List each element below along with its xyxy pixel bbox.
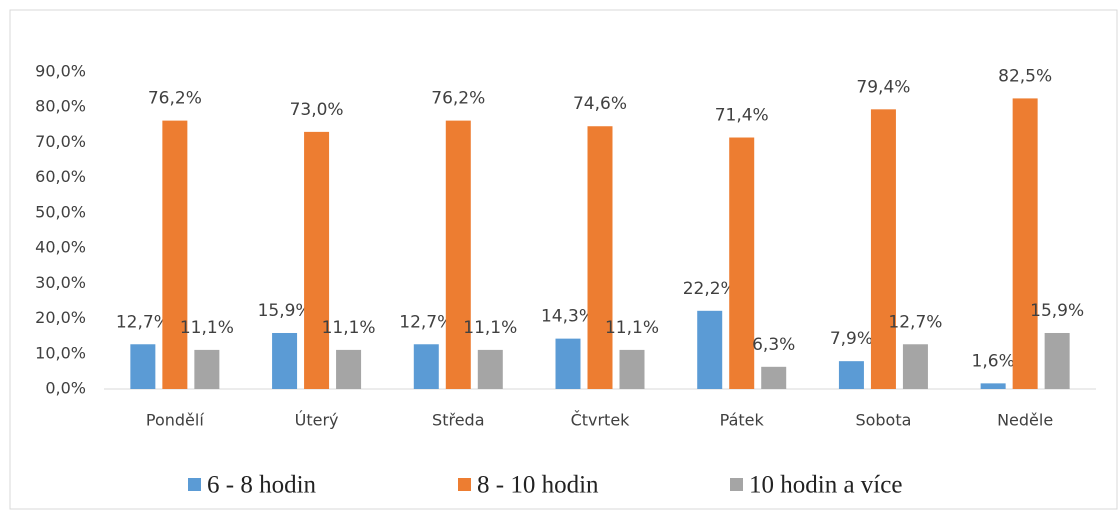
bar — [587, 126, 613, 390]
legend-label: 6 - 8 hodin — [207, 472, 317, 499]
data-label: 6,3% — [752, 335, 795, 355]
bar — [761, 366, 787, 389]
data-label: 82,5% — [998, 66, 1052, 86]
y-tick-label: 0,0% — [45, 379, 86, 398]
bar — [272, 332, 298, 389]
data-label: 76,2% — [148, 89, 202, 109]
data-label: 73,0% — [290, 100, 344, 120]
bar — [902, 344, 928, 389]
data-label: 15,9% — [1030, 301, 1084, 321]
x-tick-label: Sobota — [855, 411, 911, 430]
legend-swatch — [188, 478, 201, 491]
x-tick-label: Pátek — [720, 411, 765, 430]
bar — [729, 137, 755, 389]
x-tick-label: Úterý — [295, 411, 339, 430]
bar — [413, 344, 439, 389]
y-tick-label: 90,0% — [35, 62, 86, 81]
y-tick-label: 80,0% — [35, 97, 86, 116]
bar — [697, 310, 723, 389]
legend-label: 10 hodin a více — [749, 472, 902, 499]
data-label: 12,7% — [888, 312, 942, 332]
x-tick-label: Neděle — [997, 411, 1053, 430]
bar — [619, 349, 645, 389]
y-tick-label: 70,0% — [35, 132, 86, 151]
bar — [1044, 332, 1070, 389]
legend-label: 8 - 10 hodin — [477, 472, 599, 499]
data-label: 11,1% — [322, 318, 376, 338]
bar — [477, 349, 503, 389]
bar — [445, 120, 471, 390]
bar — [870, 109, 896, 389]
chart-frame — [9, 9, 1118, 510]
x-tick-label: Pondělí — [146, 411, 204, 430]
data-label: 11,1% — [463, 318, 517, 338]
data-label: 1,6% — [972, 351, 1015, 371]
bar — [838, 361, 864, 389]
bar — [1012, 98, 1038, 390]
y-tick-label: 60,0% — [35, 167, 86, 186]
y-tick-label: 20,0% — [35, 308, 86, 327]
bar — [336, 349, 362, 389]
x-tick-label: Středa — [432, 411, 484, 430]
data-label: 11,1% — [605, 318, 659, 338]
data-label: 15,9% — [258, 301, 312, 321]
data-label: 79,4% — [856, 77, 910, 97]
bar — [555, 338, 581, 389]
legend-swatch — [458, 478, 471, 491]
data-label: 76,2% — [431, 89, 485, 109]
y-tick-label: 40,0% — [35, 238, 86, 257]
y-tick-label: 10,0% — [35, 343, 86, 362]
y-tick-label: 50,0% — [35, 202, 86, 221]
y-tick-label: 30,0% — [35, 273, 86, 292]
data-label: 7,9% — [830, 329, 873, 349]
data-label: 74,6% — [573, 94, 627, 114]
data-label: 14,3% — [541, 307, 595, 327]
bar — [194, 349, 220, 389]
legend-swatch — [730, 478, 743, 491]
data-label: 11,1% — [180, 318, 234, 338]
data-label: 12,7% — [399, 312, 453, 332]
bar — [162, 120, 188, 390]
data-label: 12,7% — [116, 312, 170, 332]
bar — [980, 383, 1006, 389]
bar — [304, 131, 330, 389]
data-label: 71,4% — [715, 106, 769, 126]
data-label: 22,2% — [683, 279, 737, 299]
x-tick-label: Čtvrtek — [571, 411, 631, 430]
bar — [130, 344, 156, 389]
